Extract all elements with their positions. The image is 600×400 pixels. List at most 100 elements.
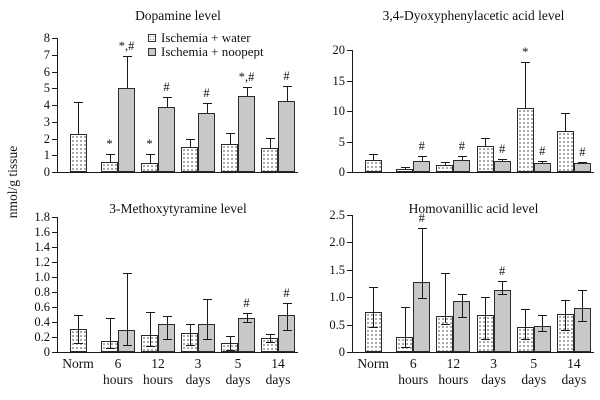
y-tick-label: 10 [332,104,346,118]
significance-marker: * [146,136,153,151]
error-bar [485,296,487,339]
y-tick [347,352,352,353]
y-tick-label: 0.8 [34,285,50,299]
x-tick-label: days [481,372,506,387]
x-tick-label: days [185,372,211,387]
error-bar-cap [202,103,212,105]
y-tick [52,352,57,353]
error-bar [109,154,111,162]
significance-marker: # [418,139,425,154]
significance-marker: # [498,264,506,279]
error-bar [542,161,544,164]
error-bar-cap [481,338,491,340]
chart-title: 3,4-Dyoxyphenylacetic acid level [382,8,565,23]
y-tick-label: 0.6 [34,300,50,314]
x-tick-label: 5 [530,356,538,371]
error-bar-cap [521,62,531,64]
y-tick [347,242,352,244]
error-bar [286,303,288,331]
bar-water-5-days [221,143,238,172]
bar-water-14-days [261,147,278,172]
error-bar-cap [578,290,588,292]
y-tick-label: 0 [43,165,50,179]
error-bar-cap [122,272,132,274]
y-tick-label: 2.0 [329,235,345,250]
error-bar [485,137,487,146]
error-bar [229,133,231,144]
y-tick [52,262,57,263]
y-tick [52,217,57,218]
error-bar-cap [265,342,275,344]
bar-water-12-hours [436,315,454,352]
x-tick-label: 3 [194,356,202,371]
chart-homovanillic-acid-level: Homovanillic acid level 0 0.5 1.0 1.5 2.0 2.5 N… [329,201,594,387]
error-bar [502,158,504,162]
bar-noopept-12-hours [158,106,175,172]
y-tick-label: 1.2 [34,255,50,269]
error-bar-cap [162,316,172,317]
significance-marker: *,# [118,38,135,53]
y-tick-label: 2.5 [329,208,345,222]
error-bar [404,307,406,347]
y-tick-label: 1.0 [34,270,50,284]
bar-water-6-hours [396,168,414,172]
y-tick [52,54,57,56]
chart-title: Homovanillic acid level [408,201,539,216]
error-bar-cap [185,344,195,346]
y-tick [347,297,352,299]
error-bar-cap [521,308,531,310]
y-tick-label: 5 [338,134,345,149]
error-bar-cap [369,327,379,329]
error-bar-cap [145,311,155,313]
y-tick [52,307,57,308]
error-bar-cap [145,346,155,347]
error-bar-cap [225,133,235,135]
water-swatch-icon [148,34,156,42]
error-bar-cap [457,156,467,158]
y-tick-label: 5 [43,81,50,96]
y-tick [52,232,57,233]
error-bar-cap [481,137,491,139]
bar-noopept-5-days [238,95,255,172]
y-tick-label: 7 [43,47,50,62]
x-tick-label: days [561,372,587,387]
y-tick [52,322,57,323]
error-bar [421,156,423,161]
error-bar-cap [122,344,132,346]
error-bar-cap [122,55,132,57]
error-bar [373,153,375,161]
y-tick [347,50,352,51]
error-bar-cap [185,323,195,325]
chart-3-methoxytyramine-level: 3-Methoxytyramine level 0 0.2 0.4 0.6 0.8 1.0 1… [34,201,298,387]
y-tick-label: 0 [43,345,50,359]
significance-marker: # [418,210,425,225]
error-bar [189,139,191,147]
significance-marker: # [243,296,250,310]
error-bar-cap [282,85,292,87]
error-bar [149,153,151,163]
bar-water-3-days [476,145,494,172]
error-bar-cap [561,113,571,115]
y-tick-label: 0.4 [34,315,50,329]
x-tick-label: 3 [490,356,497,371]
y-tick [52,71,57,73]
significance-marker: # [283,68,290,83]
error-bar [421,227,423,298]
error-bar [126,55,128,89]
error-bar [525,308,527,339]
bar-water-norm [364,160,382,172]
error-bar-cap [400,346,410,348]
error-bar-cap [74,314,83,316]
error-bar [582,290,584,321]
error-bar-cap [105,348,115,350]
y-tick [52,121,57,123]
y-tick-label: 1.4 [34,240,50,254]
error-bar [542,315,544,331]
x-tick-label: Norm [357,356,389,371]
y-tick [347,269,352,271]
error-bar [269,334,271,343]
error-bar [206,298,208,340]
bar-noopept-6-hours [118,88,135,172]
y-tick-label: 0.2 [34,330,50,344]
x-tick-label: 5 [234,356,242,371]
